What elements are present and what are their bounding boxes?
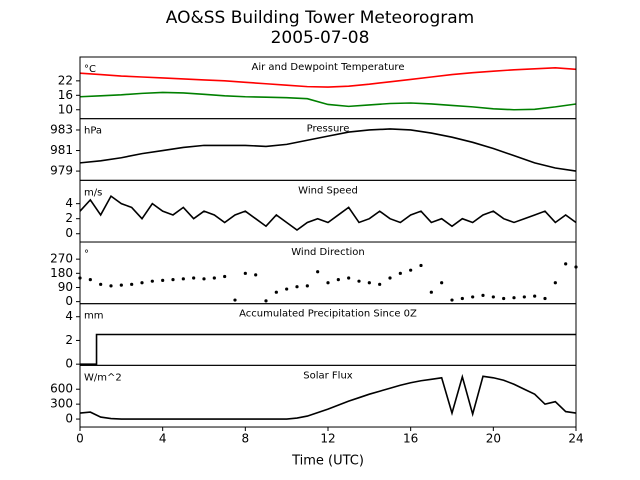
data-point <box>295 285 299 289</box>
data-point <box>274 290 278 294</box>
data-point <box>181 277 185 281</box>
data-line <box>79 67 577 88</box>
data-line <box>79 91 577 111</box>
data-point <box>223 274 227 279</box>
unit-label: m/s <box>84 187 102 198</box>
y-tick-label: 0 <box>65 294 73 308</box>
unit-label: hPa <box>84 126 102 137</box>
data-point <box>233 298 237 302</box>
y-tick-label: 981 <box>50 143 73 157</box>
x-tick-label: 8 <box>242 432 250 446</box>
data-point <box>212 276 216 280</box>
data-point <box>553 281 557 285</box>
y-tick-label: 90 <box>58 280 73 294</box>
data-point <box>533 294 537 298</box>
data-point <box>357 279 361 283</box>
unit-label: °C <box>84 64 96 75</box>
data-point <box>429 290 433 294</box>
y-tick-label: 180 <box>50 266 73 280</box>
unit-label: W/m^2 <box>84 372 122 383</box>
data-point <box>491 295 495 299</box>
panel-title: Wind Speed <box>298 185 358 196</box>
x-tick-label: 16 <box>403 432 418 446</box>
y-tick-label: 0 <box>65 357 73 371</box>
data-point <box>99 282 103 286</box>
data-point <box>398 271 402 275</box>
y-tick-label: 0 <box>65 226 73 240</box>
y-tick-label: 0 <box>65 412 73 426</box>
data-point <box>564 262 568 266</box>
x-tick-label: 0 <box>76 432 84 446</box>
panel-title: Solar Flux <box>303 370 353 381</box>
data-point <box>347 276 351 280</box>
data-point <box>130 282 134 286</box>
data-point <box>202 277 206 281</box>
data-point <box>88 278 92 282</box>
x-axis-label: Time (UTC) <box>291 454 364 469</box>
x-tick-label: 4 <box>159 432 167 446</box>
y-tick-label: 600 <box>50 382 73 396</box>
data-point <box>326 281 330 285</box>
data-point <box>409 268 413 272</box>
data-point <box>440 281 444 285</box>
data-line <box>79 128 577 172</box>
x-tick-label: 12 <box>320 432 335 446</box>
data-point <box>460 296 464 301</box>
panel-title: Air and Dewpoint Temperature <box>252 62 405 73</box>
x-tick-label: 24 <box>568 432 583 446</box>
y-tick-label: 270 <box>50 252 73 266</box>
data-line <box>79 373 577 420</box>
data-point <box>419 263 423 268</box>
data-point <box>450 298 454 302</box>
y-tick-label: 979 <box>50 164 73 178</box>
y-tick-label: 22 <box>58 73 73 87</box>
data-point <box>171 278 175 282</box>
data-point <box>192 276 196 280</box>
data-point <box>254 273 258 277</box>
unit-label: ° <box>84 249 89 260</box>
data-point <box>285 287 289 291</box>
y-tick-label: 4 <box>65 196 73 210</box>
data-point <box>243 271 247 275</box>
data-point <box>543 296 547 301</box>
data-line <box>79 194 577 231</box>
data-point <box>264 299 268 303</box>
y-tick-label: 983 <box>50 122 73 136</box>
panel-title: Accumulated Precipitation Since 0Z <box>239 309 417 320</box>
panel-title: Wind Direction <box>291 247 365 258</box>
data-point <box>481 293 485 297</box>
data-point <box>140 281 144 285</box>
data-point <box>305 284 309 288</box>
figure-title: AO&SS Building Tower Meteorogram <box>166 8 474 28</box>
data-point <box>150 279 154 283</box>
y-tick-label: 2 <box>65 333 73 347</box>
data-point <box>119 283 123 287</box>
data-point <box>161 278 165 282</box>
figure-subtitle: 2005-07-08 <box>271 28 370 48</box>
unit-label: mm <box>84 311 103 322</box>
data-point <box>502 296 506 301</box>
data-point <box>316 270 320 274</box>
y-tick-label: 16 <box>58 88 73 102</box>
data-point <box>512 296 516 300</box>
data-point <box>471 295 475 299</box>
data-line <box>80 333 576 365</box>
data-point <box>109 284 113 288</box>
x-tick-label: 20 <box>486 432 501 446</box>
data-point <box>522 295 526 299</box>
y-tick-label: 4 <box>65 309 73 323</box>
data-point <box>367 281 371 285</box>
y-tick-label: 2 <box>65 211 73 225</box>
panel-title: Pressure <box>307 124 350 135</box>
data-point <box>378 282 382 286</box>
y-tick-label: 300 <box>50 397 73 411</box>
data-point <box>336 278 340 282</box>
y-tick-label: 10 <box>58 102 73 116</box>
data-point <box>388 276 392 280</box>
